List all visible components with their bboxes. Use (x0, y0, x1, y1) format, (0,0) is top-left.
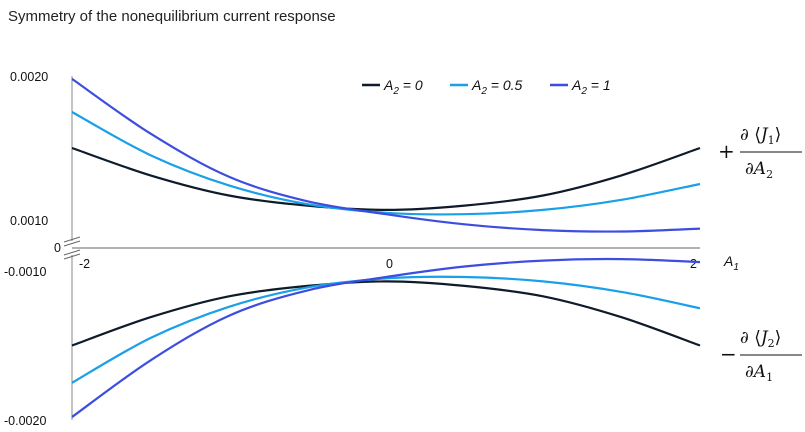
x-tick-label: 2 (690, 257, 697, 271)
denominator: ∂A1 (745, 362, 773, 384)
x-axis-label: A1 (723, 253, 739, 273)
upper-panel-label: + ∂ ⟨J1⟩ ∂A2 (718, 125, 802, 181)
legend-label: A2 = 1 (571, 77, 611, 97)
x-tick-label: 0 (386, 257, 393, 271)
axes (63, 76, 700, 420)
sign-minus: − (720, 342, 737, 366)
series-line-lower-2 (71, 275, 701, 384)
y-tick-label: 0 (54, 241, 61, 255)
legend-item: A2 = 1 (550, 77, 611, 97)
axis-break-icon (63, 236, 81, 260)
numerator: ∂ ⟨J1⟩ (740, 125, 781, 147)
series-line-upper-2 (71, 111, 701, 216)
denominator: ∂A2 (745, 159, 773, 181)
numerator: ∂ ⟨J2⟩ (740, 328, 781, 350)
series-line-lower-3 (71, 257, 701, 418)
y-tick-label: -0.0020 (4, 414, 46, 428)
y-tick-label: 0.0020 (10, 70, 48, 84)
y-tick-labels: 0.0020 0.0010 0 -0.0010 -0.0020 (4, 70, 61, 428)
lower-panel-label: − ∂ ⟨J2⟩ ∂A1 (720, 328, 802, 384)
series-line-upper-3 (71, 77, 701, 233)
y-tick-label: -0.0010 (4, 265, 46, 279)
y-tick-label: 0.0010 (10, 214, 48, 228)
series-line-upper-1 (71, 146, 701, 212)
x-tick-label: -2 (79, 257, 90, 271)
legend-label: A2 = 0 (383, 77, 423, 97)
legend: A2 = 0 A2 = 0.5 A2 = 1 (362, 77, 611, 97)
series-line-lower-1 (71, 280, 701, 347)
legend-item: A2 = 0 (362, 77, 423, 97)
chart-title: Symmetry of the nonequilibrium current r… (8, 8, 336, 25)
series-group (71, 77, 701, 418)
x-tick-labels: -2 0 2 (79, 257, 697, 271)
legend-label: A2 = 0.5 (471, 77, 523, 97)
sign-plus: + (718, 139, 735, 163)
legend-item: A2 = 0.5 (450, 77, 523, 97)
